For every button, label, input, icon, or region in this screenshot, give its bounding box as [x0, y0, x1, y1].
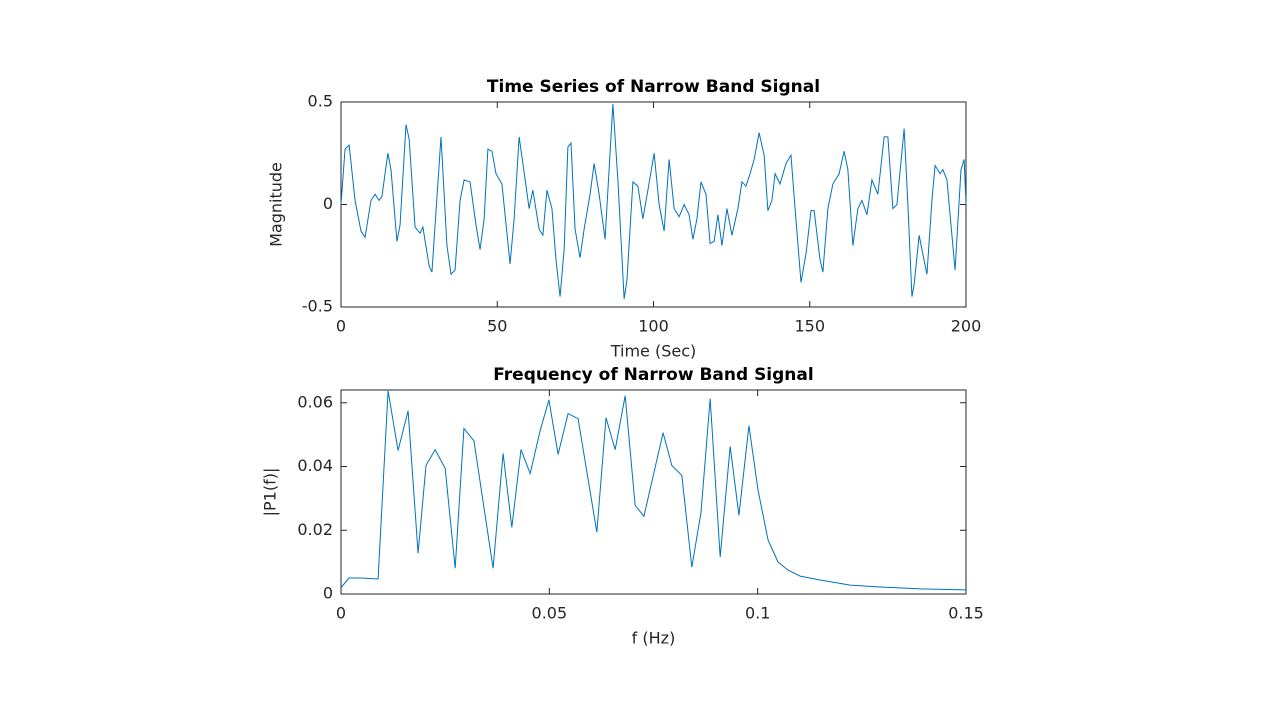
- data-line: [340, 104, 967, 299]
- x-tick-label: 0: [336, 604, 346, 623]
- y-tick-label: 0.06: [297, 392, 333, 411]
- y-tick-label: 0: [323, 194, 333, 213]
- x-axis-label: f (Hz): [632, 629, 676, 648]
- axes-box: [340, 101, 967, 308]
- y-tick-label: -0.5: [302, 297, 333, 316]
- axes-box: [340, 389, 967, 595]
- x-tick-label: 0.05: [532, 604, 568, 623]
- y-tick-label: 0.02: [297, 520, 333, 539]
- x-tick-label: 0: [336, 317, 346, 336]
- y-tick-label: 0.5: [308, 92, 333, 111]
- x-tick-label: 0.1: [745, 604, 770, 623]
- y-tick-label: 0: [323, 584, 333, 603]
- y-axis-label: Magnitude: [267, 162, 286, 247]
- x-tick-label: 200: [951, 317, 982, 336]
- x-tick-label: 150: [794, 317, 825, 336]
- y-tick-label: 0.04: [297, 456, 333, 475]
- x-tick-label: 100: [638, 317, 669, 336]
- x-tick-label: 0.15: [948, 604, 984, 623]
- data-line: [340, 390, 967, 591]
- chart-title: Frequency of Narrow Band Signal: [493, 365, 813, 385]
- y-axis-label: |P1(f)|: [261, 468, 280, 517]
- chart-title: Time Series of Narrow Band Signal: [487, 77, 820, 97]
- x-tick-label: 50: [487, 317, 507, 336]
- x-axis-label: Time (Sec): [610, 342, 697, 361]
